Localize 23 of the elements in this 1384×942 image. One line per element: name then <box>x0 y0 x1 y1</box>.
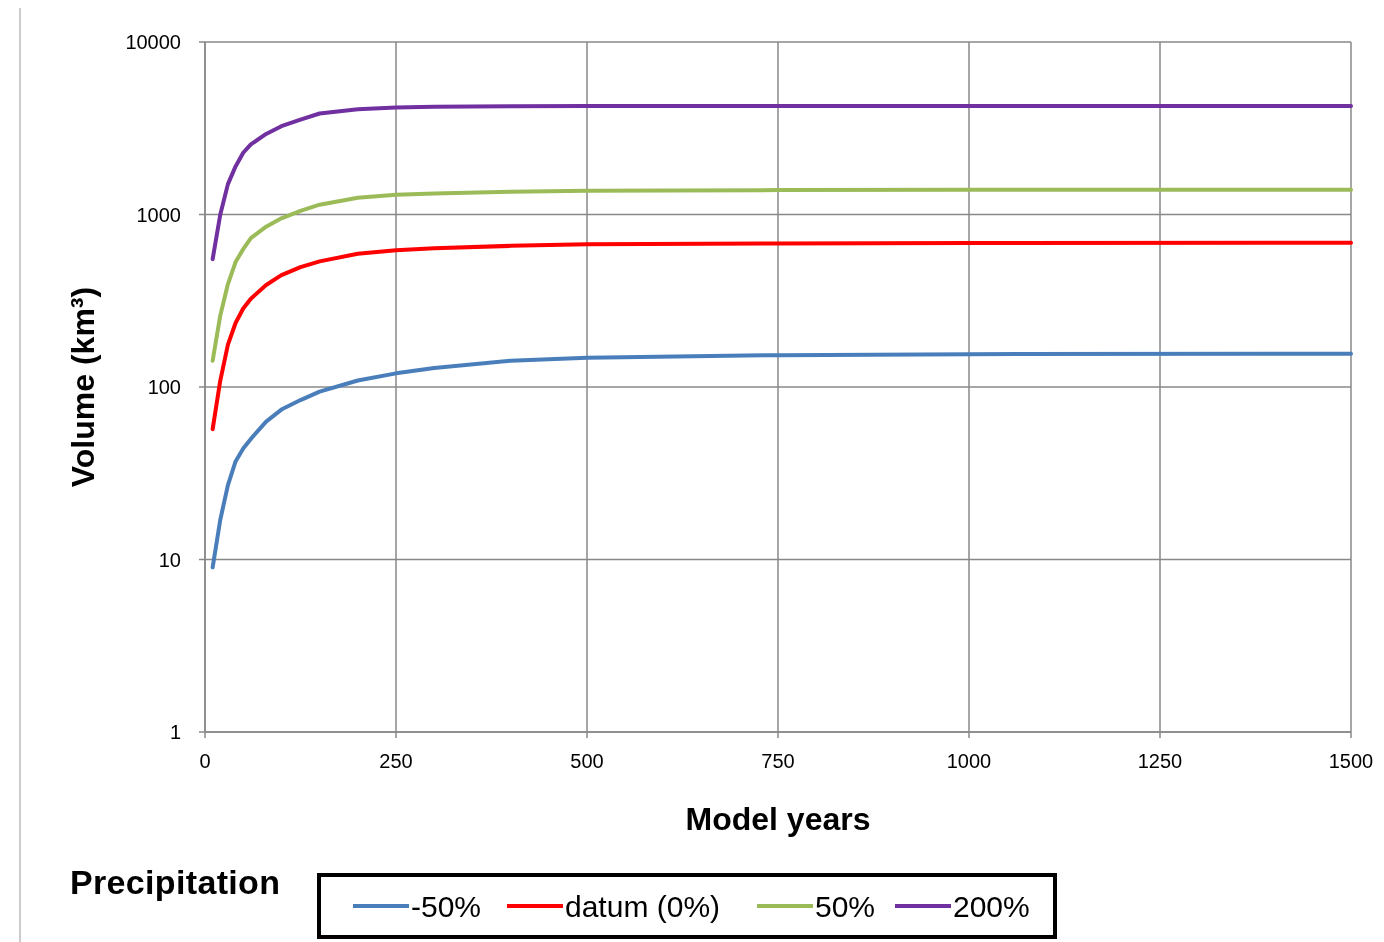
legend-label: 50% <box>815 889 876 923</box>
legend-label: -50% <box>411 889 482 923</box>
x-axis-title: Model years <box>685 801 871 837</box>
y-axis-title: Volume (km³) <box>65 286 101 488</box>
y-tick-label: 100 <box>147 376 181 398</box>
x-tick-label: 0 <box>199 750 211 772</box>
y-tick-label: 1 <box>169 721 181 743</box>
line-series <box>210 187 1353 363</box>
x-tick-label: 1500 <box>1328 750 1374 772</box>
y-tick-label: 10000 <box>125 31 181 53</box>
legend-label: datum (0%) <box>565 889 721 923</box>
x-tick-label: 1250 <box>1137 750 1183 772</box>
y-tick-label: 1000 <box>136 203 181 226</box>
x-tick-label: 250 <box>379 750 413 772</box>
y-tick-label: 10 <box>158 548 181 571</box>
x-tick-label: 500 <box>570 750 604 772</box>
line-series <box>210 351 1353 570</box>
legend-title: Precipitation <box>70 863 280 901</box>
line-series <box>210 103 1353 262</box>
line-series <box>210 240 1353 432</box>
x-tick-label: 750 <box>761 750 795 772</box>
x-tick-label: 1000 <box>946 750 992 772</box>
legend-label: 200% <box>953 889 1030 923</box>
